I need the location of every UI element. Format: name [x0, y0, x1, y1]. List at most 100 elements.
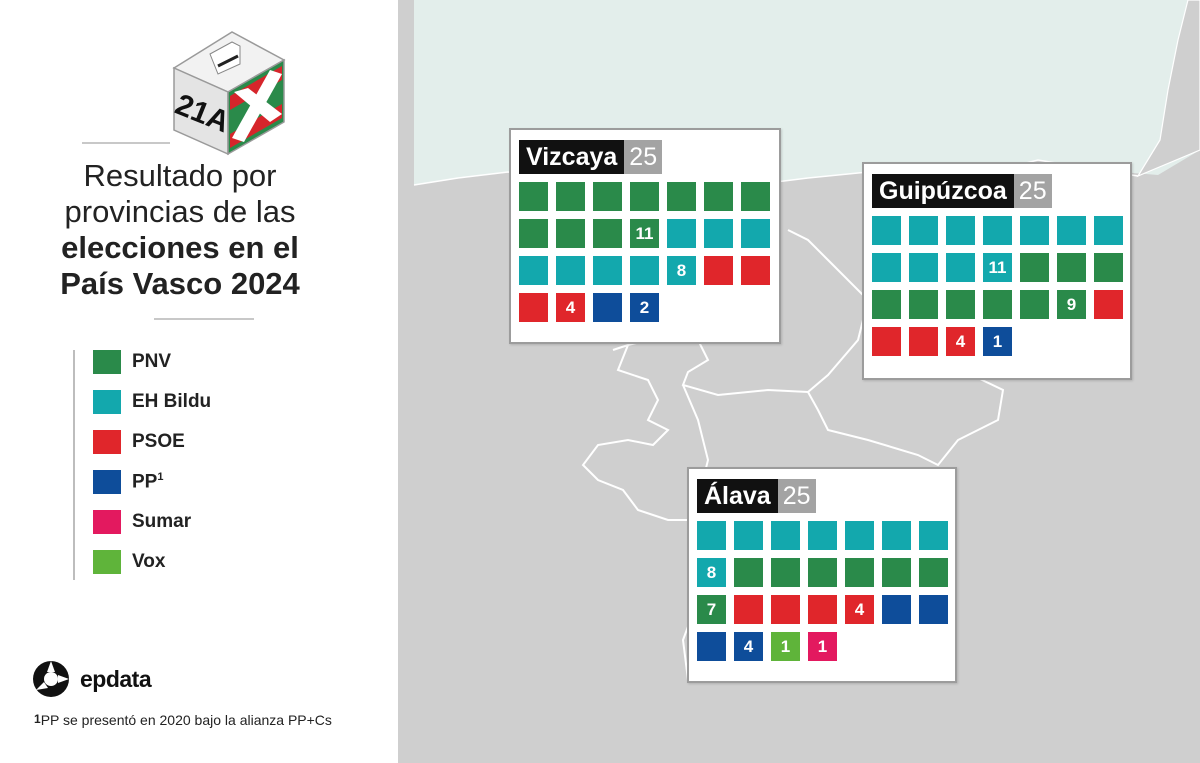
seat-psoe	[909, 327, 938, 356]
seat-pnv	[808, 558, 837, 587]
seat-pnv	[630, 182, 659, 211]
legend-divider	[73, 350, 75, 580]
seat-pnv	[556, 182, 585, 211]
brand-name: epdata	[80, 665, 152, 692]
seat-vox: 1	[771, 632, 800, 661]
seat-pp: 1	[983, 327, 1012, 356]
seat-pnv	[845, 558, 874, 587]
seat-pp	[919, 595, 948, 624]
title-line-2: provincias de las	[64, 194, 296, 229]
seat-psoe: 4	[946, 327, 975, 356]
seat-eh-bildu	[983, 216, 1012, 245]
title-line-3: elecciones en el	[61, 230, 299, 265]
legend-swatch	[93, 470, 121, 494]
seat-pnv: 7	[697, 595, 726, 624]
seat-pnv	[983, 290, 1012, 319]
province-total-seats: 25	[1013, 174, 1052, 208]
seat-eh-bildu	[697, 521, 726, 550]
title-top-rule	[82, 142, 170, 144]
seat-eh-bildu	[872, 216, 901, 245]
seat-eh-bildu	[1057, 216, 1086, 245]
seat-psoe	[734, 595, 763, 624]
seat-eh-bildu	[630, 256, 659, 285]
seat-sumar: 1	[808, 632, 837, 661]
legend-swatch	[93, 430, 121, 454]
seat-pnv: 11	[630, 219, 659, 248]
seat-pnv: 9	[1057, 290, 1086, 319]
seat-pp	[697, 632, 726, 661]
province-name: Vizcaya	[519, 140, 625, 174]
guipuzcoa-border	[807, 377, 1005, 467]
seat-psoe: 4	[845, 595, 874, 624]
seat-eh-bildu	[909, 216, 938, 245]
legend-label: PP1	[132, 470, 164, 493]
province-card-guipuzcoa: Guipúzcoa 25 11 9 4 1	[862, 162, 1132, 380]
seat-eh-bildu	[845, 521, 874, 550]
legend-label: PSOE	[132, 431, 185, 452]
seat-pnv	[872, 290, 901, 319]
legend-item: Vox	[93, 550, 165, 574]
province-name: Guipúzcoa	[872, 174, 1014, 208]
seat-pnv	[741, 182, 770, 211]
seat-pnv	[519, 219, 548, 248]
province-name: Álava	[697, 479, 778, 513]
seat-psoe	[519, 293, 548, 322]
seat-eh-bildu	[1094, 216, 1123, 245]
seat-psoe	[872, 327, 901, 356]
seat-pnv	[1094, 253, 1123, 282]
footnote-mark: 1	[34, 712, 41, 726]
seat-psoe	[1094, 290, 1123, 319]
seat-psoe	[771, 595, 800, 624]
seat-pp	[593, 293, 622, 322]
seat-pp: 4	[734, 632, 763, 661]
seat-eh-bildu	[808, 521, 837, 550]
province-total-seats: 25	[624, 140, 663, 174]
legend-label: Vox	[132, 551, 166, 572]
legend-label: Sumar	[132, 511, 192, 532]
card-header: Álava 25	[697, 479, 816, 513]
seat-pp	[882, 595, 911, 624]
seat-eh-bildu	[704, 219, 733, 248]
seat-eh-bildu: 8	[667, 256, 696, 285]
seat-pnv	[919, 558, 948, 587]
seat-pnv	[556, 219, 585, 248]
province-total-seats: 25	[777, 479, 816, 513]
legend-footnote-mark: 1	[157, 470, 164, 483]
seat-eh-bildu	[556, 256, 585, 285]
seat-eh-bildu	[593, 256, 622, 285]
brand: epdata	[32, 660, 152, 698]
ballot-box-icon: 21A	[171, 31, 286, 156]
seat-psoe	[704, 256, 733, 285]
seat-eh-bildu: 11	[983, 253, 1012, 282]
alava-border	[581, 344, 699, 681]
seat-pnv	[1057, 253, 1086, 282]
seat-eh-bildu	[919, 521, 948, 550]
province-card-vizcaya: Vizcaya 25 11 8 4 2	[509, 128, 781, 344]
legend-item: Sumar	[93, 510, 191, 534]
seat-eh-bildu	[741, 219, 770, 248]
title-line-1: Resultado por	[83, 158, 277, 193]
page-title: Resultado por provincias de las eleccion…	[20, 158, 340, 302]
legend-swatch	[93, 550, 121, 574]
left-panel: 21A Resultado por provincias de las elec…	[0, 0, 398, 763]
title-line-4: País Vasco 2024	[60, 266, 300, 301]
seat-pnv	[882, 558, 911, 587]
title-bottom-rule	[154, 318, 254, 320]
seat-pp: 2	[630, 293, 659, 322]
legend-item: PP1	[93, 470, 163, 494]
seat-pnv	[519, 182, 548, 211]
seat-eh-bildu	[771, 521, 800, 550]
legend-item: PSOE	[93, 430, 185, 454]
seat-eh-bildu	[734, 521, 763, 550]
footnote-text: PP se presentó en 2020 bajo la alianza P…	[40, 712, 332, 728]
seat-psoe	[808, 595, 837, 624]
legend-swatch	[93, 510, 121, 534]
seat-pnv	[593, 182, 622, 211]
legend-swatch	[93, 390, 121, 414]
seat-pnv	[734, 558, 763, 587]
seat-eh-bildu: 8	[697, 558, 726, 587]
seat-eh-bildu	[1020, 216, 1049, 245]
seat-pnv	[1020, 290, 1049, 319]
legend-label: PNV	[132, 351, 172, 372]
ballot-box-logo: 21A	[166, 30, 290, 160]
